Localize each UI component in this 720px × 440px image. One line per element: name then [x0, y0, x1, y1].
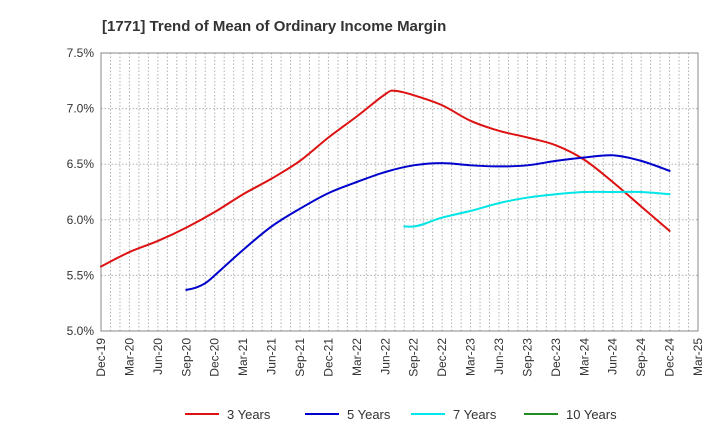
series-line-3-years — [100, 89, 671, 268]
plot-area-frame — [100, 52, 699, 332]
y-tick-label: 7.5% — [67, 46, 95, 60]
x-tick-label: Jun-22 — [378, 338, 392, 375]
legend-label: 5 Years — [347, 407, 391, 422]
x-tick-label: Sep-21 — [293, 338, 307, 377]
series-layer — [100, 89, 671, 291]
x-tick-label: Mar-22 — [350, 338, 364, 376]
y-tick-label: 5.0% — [67, 324, 95, 338]
x-tick-label: Dec-24 — [663, 338, 677, 377]
x-axis: Dec-19 Mar-20 Jun-20 Sep-20 Dec-20 Mar-21 Jun-… — [94, 338, 705, 377]
y-tick-label: 6.0% — [67, 213, 95, 227]
series-line-5-years — [185, 154, 671, 291]
x-tick-label: Jun-21 — [265, 338, 279, 375]
x-tick-label: Sep-23 — [520, 338, 534, 377]
legend-label: 10 Years — [566, 407, 617, 422]
x-tick-label: Dec-21 — [321, 338, 335, 377]
series-line-7-years — [403, 190, 671, 228]
y-axis: 5.0% 5.5% 6.0% 6.5% 7.0% 7.5% — [67, 46, 95, 338]
x-tick-label: Jun-23 — [492, 338, 506, 375]
x-tick-label: Mar-21 — [236, 338, 250, 376]
x-tick-label: Dec-20 — [208, 338, 222, 377]
x-tick-label: Sep-22 — [407, 338, 421, 377]
x-tick-label: Jun-20 — [151, 338, 165, 375]
x-tick-label: Dec-19 — [94, 338, 108, 377]
x-tick-label: Mar-25 — [691, 338, 705, 376]
y-tick-label: 5.5% — [67, 268, 95, 282]
x-tick-label: Mar-20 — [122, 338, 136, 376]
legend-label: 7 Years — [453, 407, 497, 422]
y-tick-label: 6.5% — [67, 157, 95, 171]
chart-title: [1771] Trend of Mean of Ordinary Income … — [102, 18, 446, 35]
x-tick-label: Sep-20 — [179, 338, 193, 377]
legend: 3 Years 5 Years 7 Years 10 Years — [185, 407, 617, 422]
x-tick-label: Sep-24 — [634, 338, 648, 377]
y-tick-label: 7.0% — [67, 102, 95, 116]
x-tick-label: Dec-22 — [435, 338, 449, 377]
x-tick-label: Mar-24 — [577, 338, 591, 376]
x-tick-label: Mar-23 — [464, 338, 478, 376]
legend-label: 3 Years — [227, 407, 271, 422]
x-tick-label: Dec-23 — [549, 338, 563, 377]
x-tick-label: Jun-24 — [606, 338, 620, 375]
